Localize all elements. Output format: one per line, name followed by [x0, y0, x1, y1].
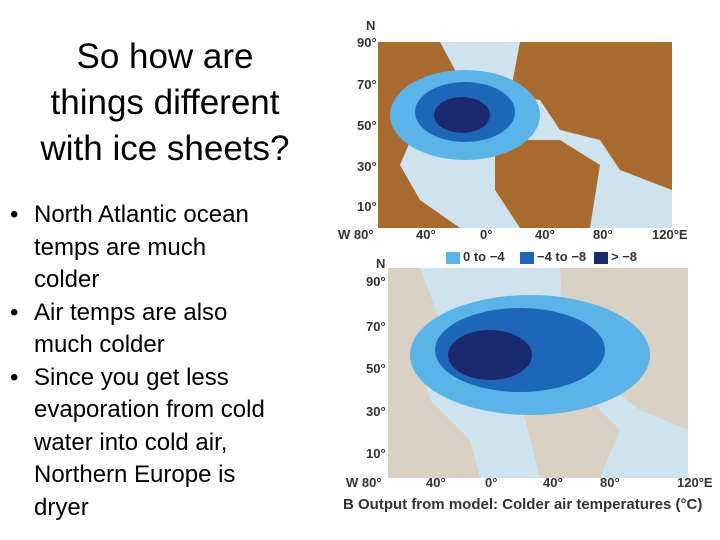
- title-line: with ice sheets?: [40, 129, 290, 168]
- lon-label: 0°: [480, 227, 493, 242]
- lat-label: 90°: [357, 35, 377, 50]
- bullet-line: Air temps are also: [34, 298, 228, 326]
- bullet-line: Since you get less: [34, 363, 229, 391]
- legend-label: 0 to −4: [463, 249, 505, 264]
- lat-label: 50°: [357, 118, 377, 133]
- lon-label: 40°: [535, 227, 555, 242]
- caption: Output from model: Colder air temperatur…: [358, 496, 703, 513]
- bullet-line: much colder: [34, 331, 165, 358]
- bullet-dot: •: [10, 363, 19, 391]
- map-top: [378, 42, 672, 228]
- lat-label: 10°: [366, 446, 386, 461]
- bullet-line: Northern Europe is: [34, 461, 236, 488]
- bullet-line: colder: [34, 266, 100, 293]
- map-bottom: [388, 268, 688, 478]
- lat-label: 10°: [357, 199, 377, 214]
- title: So how are things different with ice sheet…: [0, 34, 330, 172]
- lon-label: 40°: [416, 227, 436, 242]
- lat-label: 30°: [357, 159, 377, 174]
- lat-label: 50°: [366, 361, 386, 376]
- legend: [446, 252, 608, 264]
- lon-label: W 80°: [338, 227, 374, 242]
- lat-label: 30°: [366, 404, 386, 419]
- bullet-line: temps are much: [34, 233, 207, 261]
- north-label: N: [376, 256, 386, 271]
- lon-label: 0°: [485, 475, 498, 490]
- lon-label: 120°E: [677, 475, 713, 490]
- bullet-dot: •: [10, 298, 19, 326]
- caption-letter: B: [343, 496, 354, 513]
- lon-label: 120°E: [652, 227, 688, 242]
- lon-label: 80°: [593, 227, 613, 242]
- legend-label: > −8: [611, 249, 638, 264]
- lon-label: 40°: [426, 475, 446, 490]
- title-line: So how are: [76, 37, 254, 76]
- title-line: things different: [50, 83, 280, 122]
- lat-label: 90°: [366, 274, 386, 289]
- bullet-line: dryer: [34, 493, 89, 521]
- bullet-dot: •: [10, 201, 19, 228]
- lon-label: 80°: [600, 475, 620, 490]
- bullet-line: water into cold air,: [34, 428, 228, 456]
- lat-label: 70°: [366, 319, 386, 334]
- bullet-line: evaporation from cold: [34, 396, 265, 423]
- lon-label: 40°: [543, 475, 563, 490]
- lon-label: W 80°: [346, 475, 382, 490]
- north-label: N: [366, 18, 376, 33]
- bullet-line: North Atlantic ocean: [34, 201, 249, 228]
- legend-label: −4 to −8: [537, 249, 587, 264]
- lat-label: 70°: [357, 77, 377, 92]
